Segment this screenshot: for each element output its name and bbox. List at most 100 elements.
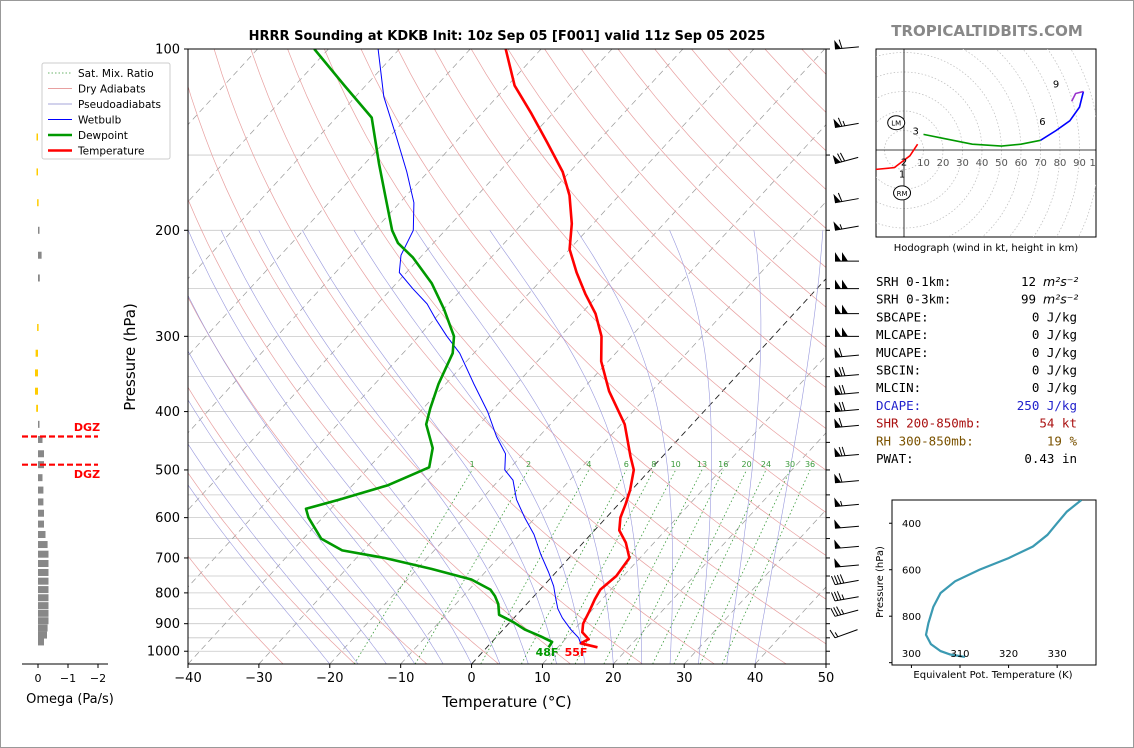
theta-e-x-tick-label: 310 <box>950 649 969 660</box>
barb-full <box>839 152 846 162</box>
omega-bar <box>35 387 38 395</box>
wind-barb <box>834 384 859 396</box>
index-value: 0 J/kg <box>1032 363 1077 378</box>
barb-flag <box>834 367 841 377</box>
barb-shaft <box>834 609 859 617</box>
omega-axis-label: Omega (Pa/s) <box>26 692 114 707</box>
omega-panel: 0 −1 −2 <box>22 133 108 685</box>
theta-e-y-tick-label: 600 <box>902 566 921 577</box>
barb-full <box>841 401 846 411</box>
hodograph-ring-label: 60 <box>1015 158 1028 169</box>
index-value: 19 % <box>1047 433 1078 448</box>
dry-adiabat <box>188 386 428 664</box>
pseudoadiabat <box>188 484 331 664</box>
barb-flag <box>834 385 841 395</box>
legend-label: Dewpoint <box>78 130 128 142</box>
hodograph-height-label: 1 <box>899 169 905 180</box>
omega-bar <box>38 624 48 632</box>
omega-bar <box>36 133 38 141</box>
index-value: 0 J/kg <box>1032 380 1077 395</box>
wind-barb <box>834 446 859 458</box>
barb-full <box>830 607 836 617</box>
mixing-ratio-label: 16 <box>718 460 728 469</box>
theta-e-xlabel: Equivalent Pot. Temperature (K) <box>913 670 1072 681</box>
dry-adiabat <box>188 472 356 664</box>
chart-title: HRRR Sounding at KDKB Init: 10z Sep 05 [… <box>249 29 766 44</box>
barb-shaft <box>834 46 859 50</box>
mixing-ratio-line <box>721 469 811 664</box>
theta-e-x-tick-label: 320 <box>999 649 1018 660</box>
barb-flag <box>834 40 841 49</box>
barb-shaft <box>834 579 859 586</box>
pseudoadiabat <box>188 230 472 664</box>
omega-bar <box>38 450 44 458</box>
x-tick-label: −40 <box>174 671 201 686</box>
pseudoadiabat <box>576 230 673 664</box>
dry-adiabat <box>188 198 571 664</box>
x-tick-label: 40 <box>747 671 764 686</box>
barb-full <box>839 574 845 584</box>
y-tick-label: 600 <box>155 511 180 526</box>
y-tick-label: 200 <box>155 224 180 239</box>
barb-full <box>837 192 843 202</box>
omega-bar <box>37 199 39 207</box>
barb-shaft <box>834 629 858 639</box>
pseudoadiabat <box>188 294 444 664</box>
barb-half <box>840 500 843 507</box>
wind-barb <box>829 629 858 639</box>
pseudoadiabat <box>220 230 501 664</box>
dry-adiabat <box>581 49 826 308</box>
wind-barb <box>835 304 859 315</box>
index-unit: m²s⁻² <box>1043 292 1078 307</box>
index-label: MUCAPE: <box>876 345 929 360</box>
mixing-ratio-line <box>652 469 747 664</box>
surface-dewpoint-label: 48F <box>536 646 559 659</box>
mixing-ratio-label: 30 <box>785 460 795 469</box>
mixing-ratio-label: 20 <box>741 460 751 469</box>
theta-e-y-tick-label: 800 <box>902 612 921 623</box>
theta-e-chart: 300 310 320 330 400 600 800 <box>889 500 1083 668</box>
y-tick-label: 700 <box>155 551 180 566</box>
barb-full <box>838 385 843 395</box>
barb-flag <box>834 539 841 549</box>
mixing-ratio-label: 10 <box>671 460 681 469</box>
barb-flag <box>834 447 841 457</box>
barb-shaft <box>834 596 859 602</box>
barb-full <box>831 575 836 585</box>
omega-bar <box>35 349 38 357</box>
dry-adiabat <box>507 49 826 389</box>
series-temperature <box>504 49 636 649</box>
omega-bar <box>38 568 49 576</box>
mixing-ratio-label: 4 <box>586 460 591 469</box>
barb-full <box>829 629 836 639</box>
mixing-ratio-label: 8 <box>651 460 656 469</box>
index-label: SRH 0-3km: <box>876 292 951 307</box>
dry-adiabat <box>188 555 284 664</box>
dry-adiabat <box>287 49 826 645</box>
omega-bar <box>38 559 49 567</box>
omega-bar <box>35 369 38 377</box>
mixing-ratio-line <box>603 469 703 664</box>
hodograph-ring-label: 80 <box>1054 158 1067 169</box>
index-label: SBCAPE: <box>876 309 929 324</box>
y-axis-label: Pressure (hPa) <box>121 303 139 411</box>
hodograph-height-label: 3 <box>913 127 919 138</box>
omega-bar <box>38 520 44 528</box>
dry-adiabat <box>360 49 826 556</box>
pseudoadiabat <box>669 230 712 664</box>
barb-flag <box>834 497 841 507</box>
dry-adiabat <box>434 49 826 471</box>
wind-barb <box>834 539 859 549</box>
mixing-ratio-label: 2 <box>526 460 531 469</box>
omega-bar <box>38 541 48 549</box>
sounding-series <box>304 49 636 649</box>
index-value: 0 J/kg <box>1032 345 1077 360</box>
barb-flag <box>834 519 841 529</box>
theta-e-x-tick-label: 300 <box>902 649 921 660</box>
dry-adiabat <box>250 49 787 664</box>
wind-barb <box>833 117 859 128</box>
index-label: SRH 0-1km: <box>876 274 951 289</box>
barb-full <box>838 402 843 412</box>
y-tick-label: 800 <box>155 586 180 601</box>
